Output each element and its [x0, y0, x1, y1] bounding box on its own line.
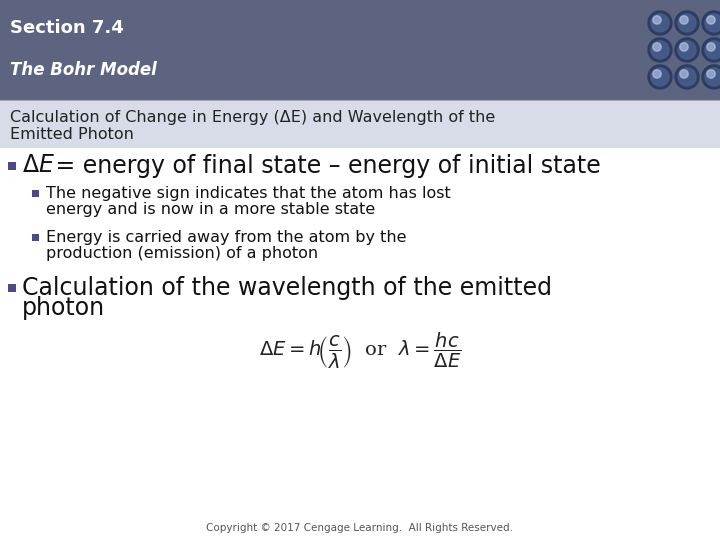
Text: The Bohr Model: The Bohr Model [10, 61, 157, 79]
Circle shape [678, 41, 696, 59]
Circle shape [675, 38, 699, 62]
Circle shape [680, 16, 688, 24]
Circle shape [702, 38, 720, 62]
FancyBboxPatch shape [0, 148, 720, 540]
Circle shape [678, 14, 696, 32]
Circle shape [707, 43, 715, 51]
Circle shape [705, 41, 720, 59]
Circle shape [680, 43, 688, 51]
Text: The negative sign indicates that the atom has lost: The negative sign indicates that the ato… [46, 186, 451, 201]
Circle shape [648, 65, 672, 89]
FancyBboxPatch shape [32, 234, 39, 241]
FancyBboxPatch shape [8, 284, 16, 292]
Text: photon: photon [22, 296, 105, 320]
Circle shape [707, 70, 715, 78]
Text: energy and is now in a more stable state: energy and is now in a more stable state [46, 202, 375, 218]
Circle shape [702, 11, 720, 35]
Text: Calculation of the wavelength of the emitted: Calculation of the wavelength of the emi… [22, 276, 552, 300]
FancyBboxPatch shape [32, 191, 39, 198]
Text: = energy of final state – energy of initial state: = energy of final state – energy of init… [48, 154, 600, 178]
Circle shape [680, 70, 688, 78]
Circle shape [653, 70, 661, 78]
FancyBboxPatch shape [0, 100, 720, 148]
Text: Emitted Photon: Emitted Photon [10, 127, 134, 142]
Text: Calculation of Change in Energy (ΔE) and Wavelength of the: Calculation of Change in Energy (ΔE) and… [10, 110, 495, 125]
Text: Section 7.4: Section 7.4 [10, 19, 124, 37]
Circle shape [651, 68, 669, 86]
Circle shape [653, 43, 661, 51]
Text: $\Delta E = h\!\left(\dfrac{c}{\lambda}\right)$  or  $\lambda = \dfrac{hc}{\Delt: $\Delta E = h\!\left(\dfrac{c}{\lambda}\… [258, 331, 462, 371]
Circle shape [678, 68, 696, 86]
FancyBboxPatch shape [8, 162, 16, 170]
Text: production (emission) of a photon: production (emission) of a photon [46, 246, 318, 261]
Circle shape [675, 65, 699, 89]
FancyBboxPatch shape [0, 0, 720, 100]
Circle shape [705, 68, 720, 86]
Circle shape [702, 65, 720, 89]
Circle shape [648, 38, 672, 62]
Circle shape [707, 16, 715, 24]
Circle shape [651, 41, 669, 59]
Circle shape [705, 14, 720, 32]
Text: $\mathit{\Delta E}$: $\mathit{\Delta E}$ [22, 154, 55, 178]
Text: Copyright © 2017 Cengage Learning.  All Rights Reserved.: Copyright © 2017 Cengage Learning. All R… [207, 523, 513, 533]
FancyBboxPatch shape [0, 100, 720, 540]
Circle shape [648, 11, 672, 35]
Text: Energy is carried away from the atom by the: Energy is carried away from the atom by … [46, 231, 407, 245]
Circle shape [651, 14, 669, 32]
Circle shape [675, 11, 699, 35]
Circle shape [653, 16, 661, 24]
